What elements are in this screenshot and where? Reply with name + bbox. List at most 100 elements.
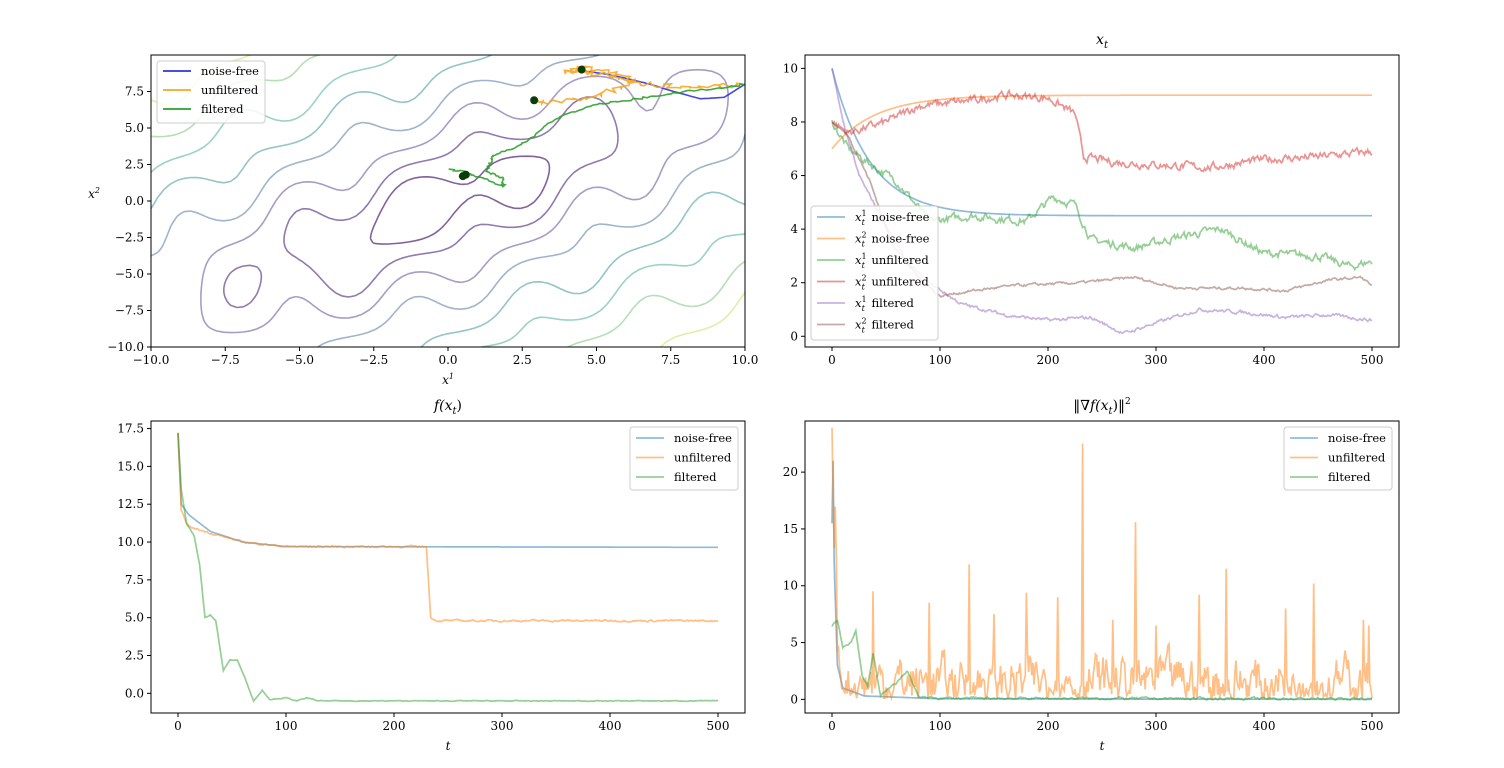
grad-panel: ‖∇f(xt)‖2 0 100 200 300 400 500 0 5 10 15 20 t noi… — [783, 397, 1400, 753]
legend: noise-free unfiltered filtered — [1283, 426, 1393, 491]
series-unfiltered-2 — [831, 88, 1373, 173]
legend-label: filtered — [674, 470, 717, 484]
x-axis-label: t — [446, 739, 451, 753]
legend-label: filtered — [1328, 470, 1371, 484]
y-tick-label: 6 — [790, 169, 798, 183]
x-tick-label: 2.5 — [513, 353, 532, 367]
xt-panel: xt 0 100 200 300 400 500 0 2 4 6 8 10 x1 t noise-fre… — [783, 32, 1400, 367]
x-tick-label: −10.0 — [133, 353, 170, 367]
series-lines — [177, 432, 719, 704]
trajectories — [448, 65, 745, 188]
series-filtered — [177, 433, 719, 704]
y-tick-label: 2.5 — [125, 158, 144, 172]
series-noise-free-1 — [831, 68, 1372, 217]
legend-label: noise-free — [674, 431, 732, 445]
x-tick-label: −5.0 — [285, 353, 314, 367]
x-tick-label: 500 — [707, 719, 730, 733]
series-unfiltered — [831, 427, 1373, 702]
x-tick-label: 200 — [1037, 353, 1060, 367]
y-tick-label: 0.0 — [125, 194, 144, 208]
x-tick-label: 200 — [1037, 719, 1060, 733]
series-filtered — [831, 619, 1373, 702]
end-marker — [577, 65, 586, 74]
x-tick-label: 400 — [599, 719, 622, 733]
legend-label: x1 t filtered — [855, 295, 915, 313]
x-tick-label: 200 — [383, 719, 406, 733]
x-tick-label: 500 — [1361, 353, 1384, 367]
y-tick-label: 10 — [783, 61, 798, 75]
axes-frame — [804, 54, 1400, 348]
y-tick-label: 0.0 — [125, 686, 144, 700]
legend-label: noise-free — [1328, 431, 1386, 445]
x-tick-label: 0.0 — [438, 353, 457, 367]
contour-level-3 — [151, 55, 745, 347]
tick-labels: 0 100 200 300 400 500 0.0 2.5 5.0 7.5 10.0 12.5 15.0… — [117, 422, 729, 733]
y-tick-label: 0 — [790, 692, 798, 706]
legend: noise-free unfiltered filtered — [629, 426, 739, 491]
x-axis-label: x1 — [442, 372, 454, 387]
x-tick-label: 300 — [1145, 719, 1168, 733]
fx-title: f(xt) — [433, 398, 462, 417]
y-tick-label: 0 — [790, 329, 798, 343]
axes-frame — [150, 420, 746, 714]
y-tick-label: −2.5 — [115, 231, 144, 245]
y-tick-label: −5.0 — [115, 267, 144, 281]
y-tick-label: 10 — [783, 579, 798, 593]
y-tick-label: 10.0 — [117, 535, 144, 549]
contour-level-0 — [369, 155, 551, 245]
legend-label: x1 t noise-free — [855, 209, 930, 227]
legend-label: unfiltered — [674, 451, 732, 465]
x-tick-label: 10.0 — [732, 353, 759, 367]
series-lines — [831, 427, 1373, 702]
x-tick-label: 5.0 — [587, 353, 606, 367]
y-tick-label: 4 — [790, 222, 798, 236]
tick-labels: 0 100 200 300 400 500 0 5 10 15 20 — [783, 465, 1384, 733]
legend-label-filtered: filtered — [201, 102, 244, 116]
y-tick-label: −7.5 — [115, 304, 144, 318]
y-tick-label: 17.5 — [117, 422, 144, 436]
y-tick-label: −10.0 — [107, 340, 144, 354]
legend-label: x1 t unfiltered — [855, 252, 929, 270]
contour-panel: −10.0 −7.5 −5.0 −2.5 0.0 2.5 5.0 7.5 10.0 −10.0 −7… — [88, 54, 758, 387]
trajectory-filtered — [448, 83, 745, 188]
legend: x1 t noise-free x2 t noise-free x1 t unfilter… — [810, 205, 939, 341]
y-tick-label: 8 — [790, 115, 798, 129]
y-tick-label: 5.0 — [125, 611, 144, 625]
y-tick-label: 12.5 — [117, 497, 144, 511]
y-tick-label: 7.5 — [125, 85, 144, 99]
y-tick-label: 7.5 — [125, 573, 144, 587]
series-noise-free-2 — [831, 94, 1372, 150]
x-tick-label: 400 — [1253, 353, 1276, 367]
fx-panel: f(xt) 0 100 200 300 400 500 0.0 2.5 5.0 7.5 10.0 12… — [117, 398, 746, 753]
xt-title: xt — [1096, 32, 1109, 51]
y-tick-label: 5.0 — [125, 121, 144, 135]
axes-frame — [804, 420, 1400, 714]
end-marker — [530, 96, 539, 105]
x-tick-label: 7.5 — [661, 353, 680, 367]
y-tick-label: 2 — [790, 276, 798, 290]
x-tick-label: 100 — [275, 719, 298, 733]
legend-label: x2 t unfiltered — [855, 274, 929, 292]
trajectory-unfiltered — [534, 65, 743, 107]
y-tick-label: 5 — [790, 636, 798, 650]
x-tick-label: 100 — [929, 353, 952, 367]
tick-labels: −10.0 −7.5 −5.0 −2.5 0.0 2.5 5.0 7.5 10.0 −10.0 −7… — [107, 85, 758, 368]
x-axis-label: t — [1100, 739, 1105, 753]
y-tick-label: 20 — [783, 465, 798, 479]
legend-label-noise-free: noise-free — [201, 64, 259, 78]
y-tick-label: 15 — [783, 522, 798, 536]
contour-level-2 — [200, 68, 729, 334]
legend-label: unfiltered — [1328, 451, 1386, 465]
x-tick-label: 300 — [1145, 353, 1168, 367]
end-marker — [458, 172, 467, 181]
x-tick-label: 100 — [929, 719, 952, 733]
x-tick-label: 300 — [491, 719, 514, 733]
legend-label: x2 t noise-free — [855, 231, 930, 249]
grad-title: ‖∇f(xt)‖2 — [1073, 397, 1131, 417]
y-tick-label: 15.0 — [117, 459, 144, 473]
legend: noise-free unfiltered filtered — [156, 60, 266, 124]
y-axis-label: x2 — [88, 186, 100, 201]
x-tick-label: 0 — [828, 719, 836, 733]
legend-label: x2 t filtered — [855, 317, 915, 335]
